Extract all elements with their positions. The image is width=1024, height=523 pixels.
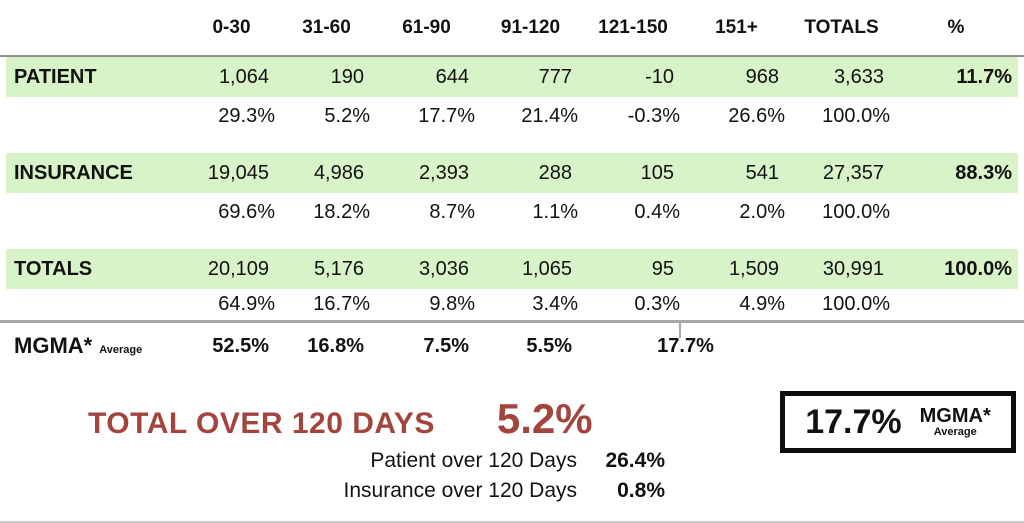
value-cell: 288 xyxy=(538,161,572,184)
mgma-value-cell: 7.5% xyxy=(423,334,469,357)
pct-cell: 2.0% xyxy=(739,200,785,223)
mgma-average-sublabel: Average xyxy=(99,344,143,356)
patient-over-120-label: Patient over 120 Days xyxy=(370,449,577,472)
value-cell: 968 xyxy=(745,65,779,88)
value-cell: 3,036 xyxy=(418,257,469,280)
pct-cell: 100.0% xyxy=(822,293,890,315)
value-cell: 777 xyxy=(538,65,572,88)
pct-cell: 17.7% xyxy=(418,104,475,127)
value-cell: 541 xyxy=(745,161,779,184)
value-cell: 19,045 xyxy=(207,161,269,184)
mgma-label: MGMA* xyxy=(14,333,93,358)
mgma-box-value: 17.7% xyxy=(805,402,902,441)
row-label-insurance: INSURANCE xyxy=(14,161,133,184)
value-cell: 1,509 xyxy=(728,257,779,280)
total-over-120-title: TOTAL OVER 120 DAYS xyxy=(88,407,435,440)
table-row-mgma: MGMA* Average 52.5% 16.8% 7.5% 5.5% 17.7% xyxy=(6,323,1018,369)
insurance-over-120-line: Insurance over 120 Days 0.8% xyxy=(0,479,665,503)
column-header-91-120: 91-120 xyxy=(500,16,561,38)
mgma-average-box: 17.7% MGMA* Average xyxy=(780,391,1016,453)
total-over-120-headline: TOTAL OVER 120 DAYS 5.2% xyxy=(88,395,593,443)
pct-cell: 0.4% xyxy=(634,200,680,223)
pct-cell: -0.3% xyxy=(627,104,680,127)
row-percent-cell: 88.3% xyxy=(955,161,1012,184)
header-divider-line xyxy=(0,55,1024,57)
value-cell: 105 xyxy=(640,161,674,184)
mgma-box-labels: MGMA* Average xyxy=(919,404,991,439)
insurance-over-120-label: Insurance over 120 Days xyxy=(343,479,577,502)
mgma-divider-line xyxy=(0,320,1024,338)
patient-over-120-value: 26.4% xyxy=(605,449,665,472)
row-label-patient: PATIENT xyxy=(14,65,97,88)
column-header-percent: % xyxy=(947,16,965,38)
pct-cell: 4.9% xyxy=(739,293,785,315)
table-header-row: 0-30 31-60 61-90 91-120 121-150 151+ TOT… xyxy=(6,0,1018,55)
column-header-0-30: 0-30 xyxy=(212,16,251,38)
pct-cell: 1.1% xyxy=(532,200,578,223)
pct-cell: 18.2% xyxy=(313,200,370,223)
total-over-120-value: 5.2% xyxy=(496,395,593,442)
pct-cell: 69.6% xyxy=(218,200,275,223)
value-cell: 190 xyxy=(330,65,364,88)
mgma-box-label: MGMA* xyxy=(919,404,991,427)
mgma-over-120-value: 17.7% xyxy=(657,334,714,357)
insurance-over-120-value: 0.8% xyxy=(617,479,665,502)
pct-cell: 3.4% xyxy=(532,293,578,315)
pct-cell: 29.3% xyxy=(218,104,275,127)
row-label-mgma: MGMA* Average xyxy=(6,333,184,359)
table-row-insurance-distribution: 69.6% 18.2% 8.7% 1.1% 0.4% 2.0% 100.0% xyxy=(6,193,1018,231)
mgma-value-cell: 16.8% xyxy=(307,334,364,357)
value-cell: -10 xyxy=(645,65,674,88)
column-header-121-150: 121-150 xyxy=(598,16,668,38)
column-header-61-90: 61-90 xyxy=(402,16,451,38)
row-percent-cell: 11.7% xyxy=(956,65,1012,88)
value-cell: 5,176 xyxy=(313,257,364,280)
row-percent-cell: 100.0% xyxy=(944,257,1012,280)
value-cell: 20,109 xyxy=(207,257,269,280)
table-row-totals-distribution: 64.9% 16.7% 9.8% 3.4% 0.3% 4.9% 100.0% xyxy=(6,289,1018,320)
pct-cell: 16.7% xyxy=(313,293,370,315)
table-row-patient: PATIENT 1,064 190 644 777 -10 968 3,633 … xyxy=(6,57,1018,97)
value-cell-total: 27,357 xyxy=(822,161,884,184)
value-cell: 2,393 xyxy=(418,161,469,184)
pct-cell: 21.4% xyxy=(521,104,578,127)
aging-table: 0-30 31-60 61-90 91-120 121-150 151+ TOT… xyxy=(0,0,1024,369)
pct-cell: 64.9% xyxy=(218,293,275,315)
mgma-value-cell: 52.5% xyxy=(212,334,269,357)
section-spacer xyxy=(6,135,1018,153)
over-120-tick-mark xyxy=(679,323,681,338)
mgma-value-cell: 5.5% xyxy=(526,334,572,357)
value-cell: 95 xyxy=(651,257,674,280)
column-header-totals: TOTALS xyxy=(804,16,879,38)
pct-cell: 8.7% xyxy=(429,200,475,223)
pct-cell: 26.6% xyxy=(728,104,785,127)
table-row-totals: TOTALS 20,109 5,176 3,036 1,065 95 1,509… xyxy=(6,249,1018,289)
pct-cell: 100.0% xyxy=(822,200,890,223)
value-cell-total: 30,991 xyxy=(822,257,884,280)
column-header-151-plus: 151+ xyxy=(715,16,758,38)
pct-cell: 0.3% xyxy=(634,293,680,315)
pct-cell: 9.8% xyxy=(429,293,475,315)
pct-cell: 100.0% xyxy=(822,104,890,127)
value-cell: 4,986 xyxy=(313,161,364,184)
summary-section: TOTAL OVER 120 DAYS 5.2% 17.7% MGMA* Ave… xyxy=(0,369,1024,521)
table-row-patient-distribution: 29.3% 5.2% 17.7% 21.4% -0.3% 26.6% 100.0… xyxy=(6,97,1018,135)
value-cell: 644 xyxy=(435,65,469,88)
value-cell-total: 3,633 xyxy=(833,65,884,88)
column-header-31-60: 31-60 xyxy=(302,16,351,38)
mgma-box-sublabel: Average xyxy=(933,425,977,438)
value-cell: 1,065 xyxy=(521,257,572,280)
table-row-insurance: INSURANCE 19,045 4,986 2,393 288 105 541… xyxy=(6,153,1018,193)
pct-cell: 5.2% xyxy=(324,104,370,127)
row-label-totals: TOTALS xyxy=(14,257,93,280)
patient-over-120-line: Patient over 120 Days 26.4% xyxy=(0,449,665,473)
value-cell: 1,064 xyxy=(218,65,269,88)
section-spacer xyxy=(6,231,1018,249)
